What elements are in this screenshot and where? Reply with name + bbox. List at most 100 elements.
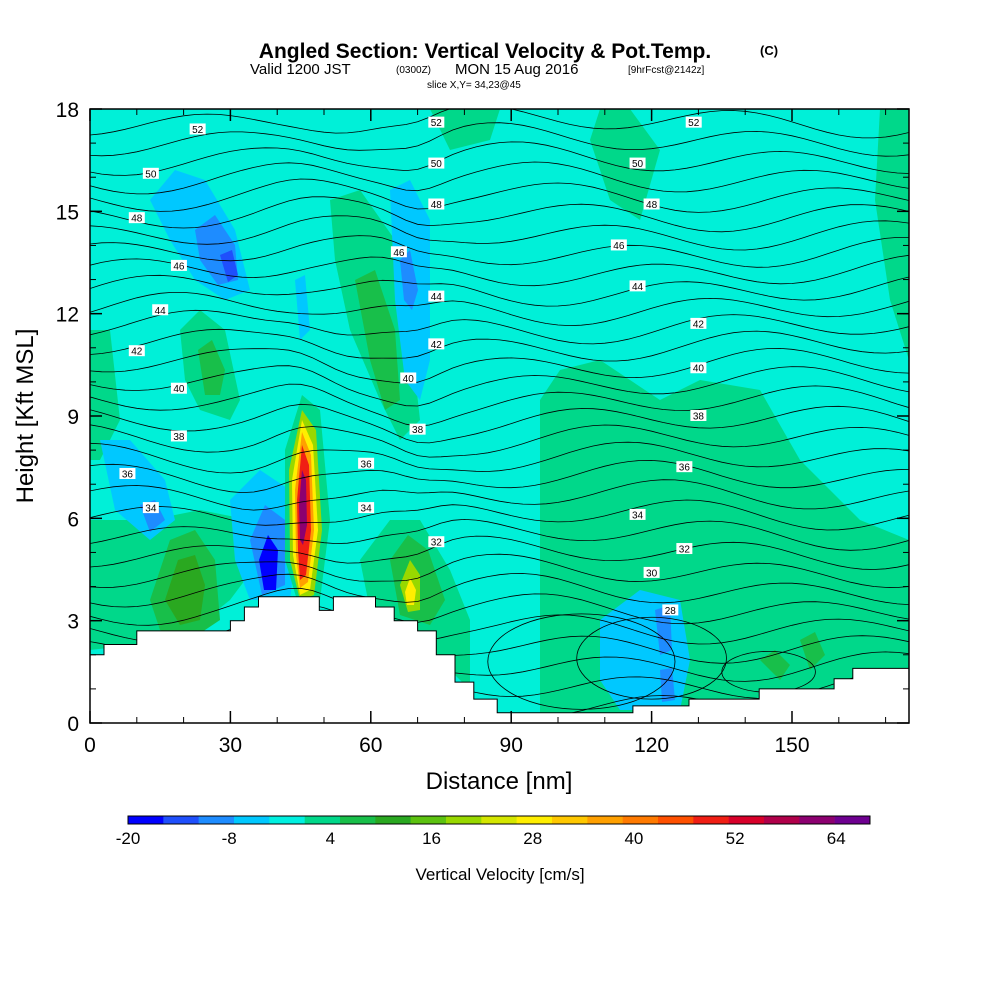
theta-label: 46 (170, 259, 187, 272)
colorbar-tick-label: 4 (326, 829, 335, 848)
colorbar-swatch (764, 816, 800, 824)
velocity-contour-updraft (198, 340, 225, 395)
velocity-contour-core (299, 470, 307, 545)
chart-title-units: (C) (760, 43, 778, 58)
theta-label: 42 (428, 338, 445, 351)
velocity-contour-updraft (590, 109, 660, 220)
y-tick-label: 3 (67, 611, 79, 634)
theta-label-box (690, 317, 707, 329)
theta-contour-line (90, 215, 909, 251)
colorbar-swatch (198, 816, 235, 824)
theta-label-text: 28 (665, 606, 677, 617)
potential-temperature-labels: 52 52 52 50 50 50 48 48 48 46 46 46 44 44 44 42 42 42 40 40… (119, 116, 707, 617)
theta-label-box (643, 566, 660, 578)
theta-contour-line (90, 587, 909, 626)
theta-label-box (358, 457, 375, 469)
theta-contour-line (90, 479, 909, 511)
theta-label-box (189, 123, 206, 135)
colorbar-tick-label: 28 (523, 829, 542, 848)
theta-contour-line (90, 254, 909, 287)
x-tick-label: 0 (84, 734, 96, 757)
velocity-contour-updraft (165, 555, 205, 625)
theta-label-text: 30 (646, 568, 658, 579)
theta-label-text: 34 (361, 504, 373, 515)
theta-label: 52 (428, 116, 445, 129)
theta-label: 28 (662, 604, 679, 617)
theta-label-text: 40 (403, 374, 415, 385)
theta-contour-line (90, 141, 909, 176)
theta-label: 38 (170, 430, 187, 443)
colorbar-swatch (658, 816, 694, 824)
velocity-contour-updraft (355, 270, 400, 410)
theta-contour-line (90, 365, 909, 407)
colorbar-swatch (269, 816, 305, 824)
velocity-contour-updraft (405, 578, 416, 605)
theta-label-box (358, 502, 375, 514)
theta-contour-line (90, 573, 909, 608)
y-tick-label: 12 (56, 304, 79, 327)
theta-label-box (428, 536, 445, 548)
theta-label-text: 32 (431, 538, 443, 549)
velocity-contour-downdraft (660, 668, 675, 702)
theta-contour-line (90, 459, 909, 494)
theta-label-text: 46 (173, 261, 185, 272)
y-tick-label: 18 (56, 99, 79, 122)
theta-label-box (629, 157, 646, 169)
theta-label-text: 34 (145, 504, 157, 515)
colorbar-swatch (375, 816, 411, 824)
y-axis-label: Height [Kft MSL] (12, 329, 39, 504)
colorbar-tick-label: 64 (827, 829, 846, 848)
theta-contour-line (90, 178, 909, 213)
theta-label-text: 38 (173, 432, 185, 443)
theta-contour-line (90, 161, 909, 195)
theta-label: 50 (142, 167, 159, 180)
subtitle-forecast: [9hrFcst@2142z] (628, 65, 705, 76)
theta-contour-line (90, 109, 909, 139)
theta-label-box (428, 116, 445, 128)
theta-label-box (142, 167, 159, 179)
theta-label-box (170, 382, 187, 394)
slice-label: slice X,Y= 34,23@45 (427, 80, 521, 91)
colorbar-swatch (693, 816, 729, 824)
velocity-contour-updraft (90, 330, 120, 460)
theta-label-box (119, 467, 136, 479)
theta-label-box (409, 423, 426, 435)
x-tick-label: 60 (359, 734, 382, 757)
colorbar-swatch (446, 816, 482, 824)
subtitle-valid: Valid 1200 JST (250, 61, 351, 78)
plot-area: 52 52 52 50 50 50 48 48 48 46 46 46 44 44 44 42 42 42 40 40… (90, 109, 909, 723)
theta-label-box (643, 198, 660, 210)
theta-label-box (610, 239, 627, 251)
theta-contour-closed (576, 616, 727, 700)
theta-label-text: 46 (393, 248, 405, 259)
theta-label: 52 (685, 116, 702, 129)
theta-label-text: 48 (131, 214, 143, 225)
colorbar-swatch (834, 816, 871, 824)
colorbar-swatch (481, 816, 517, 824)
theta-label-text: 40 (693, 364, 705, 375)
colorbar-frame (127, 815, 871, 825)
colorbar-label: Vertical Velocity [cm/s] (415, 865, 584, 884)
theta-contour-line (90, 518, 909, 551)
theta-label: 38 (690, 410, 707, 423)
subtitle-date: MON 15 Aug 2016 (455, 61, 578, 78)
theta-label-box (170, 430, 187, 442)
theta-label: 48 (643, 198, 660, 211)
theta-label: 34 (629, 508, 646, 521)
theta-label-text: 50 (145, 169, 157, 180)
theta-contour-line (90, 441, 909, 474)
theta-label-text: 52 (688, 118, 700, 129)
theta-label-text: 52 (192, 125, 204, 136)
theta-label: 40 (690, 362, 707, 375)
theta-label: 30 (643, 566, 660, 579)
theta-label-text: 42 (431, 340, 443, 351)
theta-label-text: 46 (613, 241, 625, 252)
theta-label-text: 52 (431, 118, 443, 129)
velocity-contour-downdraft (295, 275, 310, 340)
theta-label: 40 (400, 372, 417, 385)
theta-label-box (152, 304, 169, 316)
theta-contour-line (90, 553, 909, 588)
theta-contour-line (90, 122, 909, 157)
